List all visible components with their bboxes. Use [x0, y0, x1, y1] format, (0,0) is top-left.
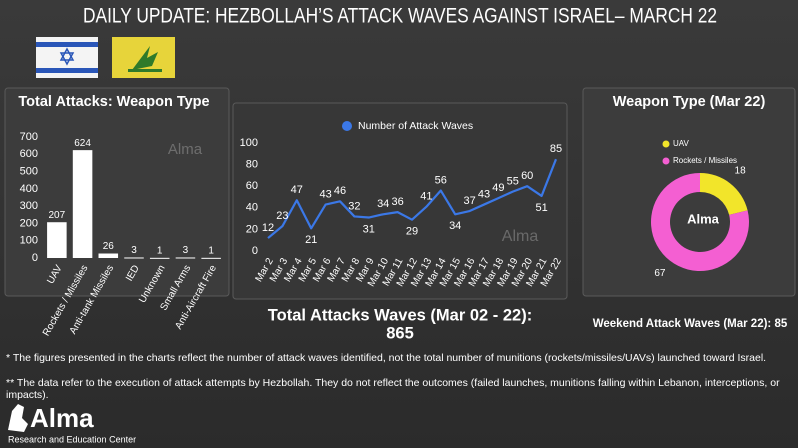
value-label: 23: [276, 210, 288, 222]
value-label: 41: [420, 191, 432, 203]
y-tick-label: 500: [20, 165, 38, 177]
value-label: 49: [492, 182, 504, 194]
total-value: 865: [386, 324, 414, 342]
page-title: DAILY UPDATE: HEZBOLLAH’S ATTACK WAVES A…: [83, 5, 717, 28]
weekend-summary: Weekend Attack Waves (Mar 22): 85: [593, 318, 788, 330]
bar: [72, 150, 93, 258]
watermark: Alma: [168, 141, 203, 158]
value-label: 18: [735, 166, 747, 177]
value-label: 32: [348, 200, 360, 212]
value-label: 34: [449, 220, 461, 232]
legend-label: UAV: [673, 139, 690, 148]
value-label: 34: [377, 198, 389, 210]
value-label: 31: [363, 223, 375, 235]
y-tick-label: 400: [20, 183, 38, 195]
y-tick-label: 0: [32, 252, 38, 264]
donut-slice: [700, 172, 748, 215]
bar: [175, 257, 196, 259]
y-tick-label: 40: [246, 202, 258, 214]
value-label: 36: [391, 196, 403, 208]
chart-title: Total Attacks: Weapon Type: [18, 94, 209, 110]
value-label: 51: [535, 202, 547, 214]
bar: [149, 257, 170, 259]
legend-label: Rockets / Missiles: [673, 156, 737, 165]
legend-marker: [662, 140, 670, 148]
value-label: 3: [131, 245, 137, 256]
value-label: 1: [208, 245, 214, 256]
y-tick-label: 20: [246, 223, 258, 235]
hezbollah-flag: [112, 37, 175, 78]
value-label: 29: [406, 226, 418, 238]
watermark: Alma: [502, 228, 539, 245]
value-label: 56: [435, 174, 447, 186]
footnote: * The figures presented in the charts re…: [6, 352, 767, 364]
value-label: 47: [291, 184, 303, 196]
logo-name: Alma: [30, 403, 94, 433]
value-label: 3: [183, 245, 189, 256]
value-label: 67: [654, 268, 666, 279]
value-label: 85: [550, 143, 562, 155]
line-panel: [232, 102, 568, 300]
value-label: 26: [103, 241, 115, 252]
value-label: 1: [157, 245, 163, 256]
israel-flag: [36, 37, 98, 78]
y-tick-label: 200: [20, 217, 38, 229]
weekend-value: 85: [774, 318, 787, 330]
bar: [201, 257, 221, 259]
weekend-label: Weekend Attack Waves (Mar 22):: [593, 318, 772, 330]
y-tick-label: 600: [20, 148, 38, 160]
value-label: 207: [49, 210, 66, 221]
value-label: 43: [319, 188, 331, 200]
value-label: 37: [463, 195, 475, 207]
value-label: 12: [262, 222, 274, 234]
donut-slice: [650, 173, 749, 271]
y-tick-label: 100: [20, 235, 38, 247]
bar-panel: [4, 87, 230, 297]
value-label: 43: [478, 188, 490, 200]
y-tick-label: 700: [20, 131, 38, 143]
value-label: 60: [521, 170, 533, 182]
bar: [124, 257, 144, 259]
y-tick-label: 80: [246, 159, 258, 171]
y-tick-label: 60: [246, 180, 258, 192]
legend-marker: [662, 157, 670, 165]
value-label: 624: [74, 138, 91, 149]
value-label: 21: [305, 234, 317, 246]
value-label: 46: [334, 185, 346, 197]
logo-subtitle: Research and Education Center: [8, 434, 136, 444]
logo: Alma Research and Education Center: [8, 403, 136, 444]
total-label: Total Attacks Waves (Mar 02 - 22):: [268, 306, 532, 324]
legend-label: Number of Attack Waves: [358, 120, 473, 132]
value-label: 55: [507, 176, 519, 188]
y-tick-label: 100: [240, 137, 258, 149]
chart-title: Weapon Type (Mar 22): [613, 94, 766, 110]
donut-center-logo: Alma: [687, 211, 720, 226]
bar: [47, 222, 67, 258]
line: [267, 158, 558, 239]
y-tick-label: 0: [252, 245, 258, 257]
footnote: ** The data refer to the execution of at…: [6, 377, 780, 401]
legend-marker: [342, 121, 352, 131]
y-tick-label: 300: [20, 200, 38, 212]
bar: [98, 253, 119, 258]
